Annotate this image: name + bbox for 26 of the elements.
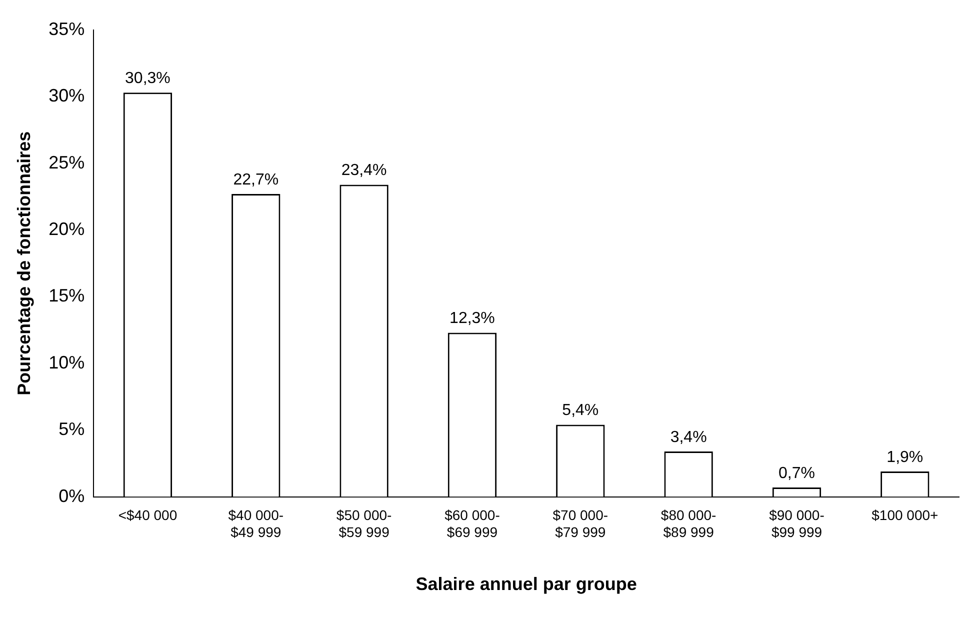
data-label: 30,3% <box>125 70 170 88</box>
data-label: 23,4% <box>341 162 387 180</box>
x-tick-label: $40 000-$49 999 <box>228 507 284 540</box>
x-tick-label: $80 000-$89 999 <box>660 507 717 540</box>
y-tick-label: 5% <box>58 419 85 440</box>
y-tick-label: 30% <box>48 86 85 106</box>
y-axis-title: Pourcentage de fonctionnaires <box>14 131 34 396</box>
data-label: 1,9% <box>886 448 924 466</box>
data-label: 5,4% <box>562 402 599 420</box>
y-tick-label: 35% <box>48 18 85 39</box>
x-tick-label: $60 000-$69 999 <box>444 507 500 540</box>
x-tick-label: <$40 000 <box>118 507 178 524</box>
x-axis-title: Salaire annuel par groupe <box>416 574 637 594</box>
data-label: 12,3% <box>450 310 495 328</box>
y-tick-label: 10% <box>48 352 85 372</box>
y-tick-label: 25% <box>48 152 85 172</box>
data-label: 3,4% <box>670 428 707 446</box>
data-label: 22,7% <box>233 171 279 188</box>
x-tick-label: $100 000+ <box>872 507 938 524</box>
y-tick-label: 20% <box>48 219 85 240</box>
data-label: 0,7% <box>778 464 815 482</box>
x-tick-label: $70 000-$79 999 <box>552 507 608 540</box>
x-tick-label: $50 000-$59 999 <box>336 507 392 540</box>
x-tick-label: $90 000-$99 999 <box>769 507 825 540</box>
y-tick-label: 15% <box>48 286 85 306</box>
y-tick-label: 0% <box>58 486 85 506</box>
